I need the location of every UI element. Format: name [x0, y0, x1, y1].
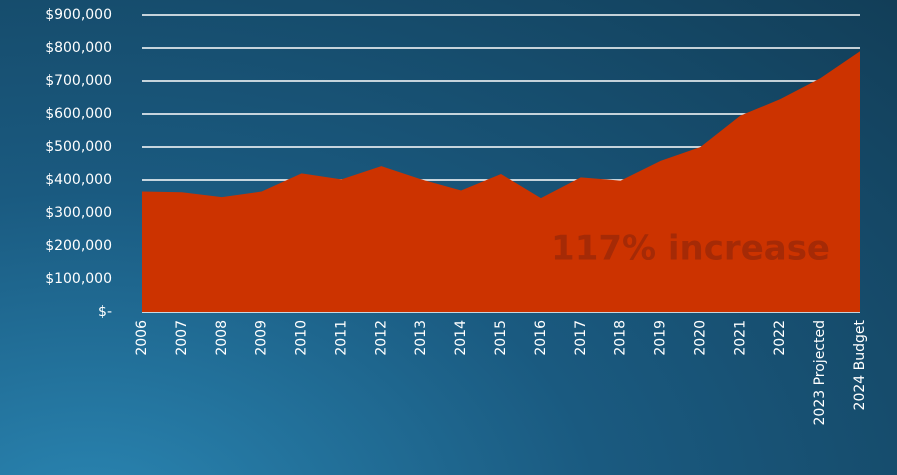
y-tick-label: $400,000: [45, 172, 112, 188]
x-tick-label: 2024 Budget: [852, 319, 868, 410]
x-tick-label: 2015: [493, 320, 509, 356]
x-tick-label: 2009: [254, 320, 270, 356]
y-tick-label: $-: [98, 304, 112, 320]
y-tick-label: $500,000: [45, 139, 112, 155]
x-tick-label: 2016: [533, 320, 549, 356]
x-tick-label: 2017: [573, 320, 589, 356]
x-tick-label: 2011: [333, 320, 349, 356]
x-tick-label: 2008: [214, 320, 230, 356]
x-tick-label: 2022: [772, 320, 788, 356]
x-tick-label: 2019: [653, 320, 669, 356]
y-tick-label: $900,000: [45, 7, 112, 23]
x-tick-label: 2012: [373, 320, 389, 356]
x-tick-label: 2006: [134, 320, 150, 356]
y-tick-label: $200,000: [45, 238, 112, 254]
area-layer: 2006 2007 2008 2009 2010 2011 2012 2013 2014 2015…: [134, 51, 868, 425]
y-tick-label: $700,000: [45, 73, 112, 89]
x-tick-label: 2021: [732, 320, 748, 356]
x-tick-label: 2023 Projected: [812, 320, 828, 425]
y-tick-label: $800,000: [45, 40, 112, 56]
area: [142, 51, 860, 313]
y-tick-label: $300,000: [45, 205, 112, 221]
x-tick-label: 2010: [294, 320, 310, 356]
annotation: 117% increase: [551, 229, 830, 269]
x-tick-label: 2020: [692, 320, 708, 356]
y-tick-label: $600,000: [45, 106, 112, 122]
x-tick-label: 2013: [413, 320, 429, 356]
y-tick-label: $100,000: [45, 271, 112, 287]
x-tick-label: 2018: [613, 320, 629, 356]
x-tick-label: 2007: [174, 320, 190, 356]
x-tick-label: 2014: [453, 320, 469, 356]
